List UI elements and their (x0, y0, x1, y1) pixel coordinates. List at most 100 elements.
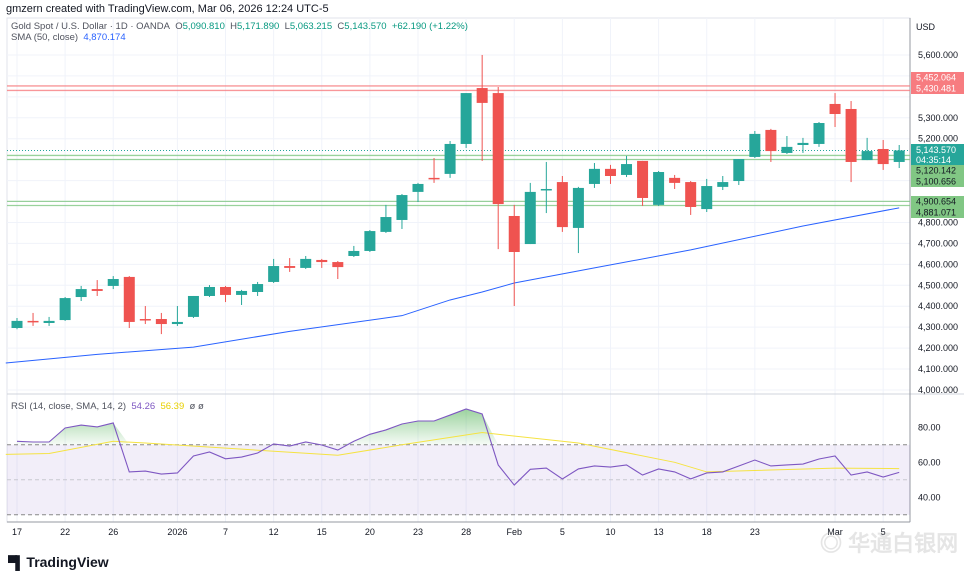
level-label-bg (911, 196, 964, 207)
candle-down (508, 215, 520, 253)
candle-up (572, 187, 584, 228)
candle-down (428, 177, 440, 180)
candle-up (59, 298, 71, 321)
time-axis-tick: 18 (702, 527, 712, 537)
candle-up (11, 320, 23, 329)
candle-down (220, 286, 232, 295)
level-label-bg (911, 72, 964, 83)
candle-down (332, 262, 344, 268)
time-axis-tick: 5 (881, 527, 886, 537)
level-label: 4,900.654 (916, 197, 956, 207)
time-axis-tick: Feb (506, 527, 522, 537)
candle-down (829, 103, 841, 115)
level-label-bg (911, 176, 964, 187)
time-axis-tick: Mar (827, 527, 843, 537)
time-axis-tick: 22 (60, 527, 70, 537)
candle-up (236, 290, 248, 295)
candle-up (43, 320, 55, 323)
price-axis-tick: 5,200.000 (918, 134, 958, 144)
candle-down (27, 320, 39, 323)
time-axis-tick: 15 (317, 527, 327, 537)
candle-up (203, 286, 215, 296)
low-value: 5,063.215 (289, 21, 333, 32)
price-axis[interactable]: 80.00 60.00 40.00 5,600.000 5,300.000 5,200.0… (911, 50, 964, 502)
rsi-overbought-fill (17, 408, 900, 445)
brand-name: TradingView (26, 554, 109, 570)
candle-down (669, 177, 681, 183)
sma-label: SMA (50, close) (11, 32, 79, 43)
candle-up (252, 284, 264, 293)
candle-down (765, 129, 777, 152)
tradingview-logo-icon: ▀▌ (8, 554, 24, 570)
rsi-axis-tick: 40.00 (918, 492, 941, 502)
time-axis-tick: 12 (269, 527, 279, 537)
price-axis-tick: 4,400.000 (918, 301, 958, 311)
candle-down (845, 108, 857, 162)
change-value: +62.190 (+1.22%) (391, 21, 468, 32)
time-axis-tick: 20 (365, 527, 375, 537)
level-label-bg (911, 165, 964, 176)
time-axis-tick: 26 (108, 527, 118, 537)
candle-up (171, 321, 183, 325)
price-axis-tick: 4,800.000 (918, 217, 958, 227)
rsi-axis-tick: 80.00 (918, 422, 941, 432)
level-label: 5,120.142 (916, 166, 956, 176)
attribution: gmzern created with TradingView.com, Mar… (6, 3, 329, 15)
price-axis-tick: 4,300.000 (918, 322, 958, 332)
rsi-sma-line (5, 432, 900, 473)
level-label: 5,452.064 (916, 73, 956, 83)
symbol-legend: Gold Spot / U.S. Dollar · 1D · OANDA O5,… (11, 21, 468, 32)
level-label: 5,100.656 (916, 177, 956, 187)
candle-up (380, 217, 392, 232)
candle-down (155, 319, 167, 325)
time-axis-tick: 5 (560, 527, 565, 537)
candle-down (284, 266, 296, 268)
candle-up (107, 279, 119, 286)
time-axis-tick: 10 (605, 527, 615, 537)
candle-up (348, 250, 360, 256)
price-axis-tick: 4,700.000 (918, 238, 958, 248)
candle-down (604, 168, 616, 176)
high-label: H (230, 21, 238, 32)
last-price-label-bg (911, 144, 964, 165)
candle-down (556, 182, 568, 228)
time-axis[interactable]: 17 22 26 2026 7 12 15 20 23 28 Feb 5 10 13 18 23 Mar 5 (12, 527, 886, 537)
time-axis-tick: 23 (413, 527, 423, 537)
price-axis-tick: 4,500.000 (918, 280, 958, 290)
candle-up (540, 188, 552, 191)
candle-up (749, 133, 761, 157)
candle-up (268, 266, 280, 282)
sma-line (5, 207, 900, 364)
level-label: 5,430.481 (916, 84, 956, 94)
open-value: 5,090.810 (182, 21, 225, 32)
price-axis-tick: 4,000.000 (918, 385, 958, 395)
candle-up (444, 143, 456, 174)
candle-up (524, 191, 536, 245)
rsi-sma-value: 56.39 (160, 401, 185, 412)
candle-up (797, 142, 809, 146)
candle-down (316, 259, 328, 263)
time-axis-tick: 17 (12, 527, 22, 537)
candle-up (364, 231, 376, 251)
sma-legend[interactable]: SMA (50, close) 4,870.174 (11, 32, 126, 43)
tradingview-logo[interactable]: ▀▌ TradingView (8, 554, 109, 570)
low-label: L (284, 21, 290, 32)
rsi-legend[interactable]: RSI (14, close, SMA, 14, 2) 54.26 56.39 … (11, 401, 204, 412)
candle-up (187, 295, 199, 317)
candle-up (588, 168, 600, 184)
time-axis-tick: 2026 (167, 527, 187, 537)
time-axis-tick: 28 (461, 527, 471, 537)
close-label: C (337, 21, 345, 32)
candles (11, 54, 905, 335)
price-axis-tick: 4,200.000 (918, 343, 958, 353)
level-label-bg (911, 83, 964, 94)
sma-value: 4,870.174 (83, 32, 126, 43)
last-price-label: 5,143.570 (916, 145, 956, 155)
candle-up (396, 195, 408, 220)
watermark: ◎ 华通白银网 (820, 531, 959, 556)
chart-canvas[interactable]: 80.00 60.00 40.00 5,600.000 5,300.000 5,200.0… (0, 0, 964, 545)
candle-down (91, 289, 103, 291)
candle-up (717, 182, 729, 187)
candle-down (139, 319, 151, 321)
currency-label[interactable]: USD (916, 22, 936, 32)
